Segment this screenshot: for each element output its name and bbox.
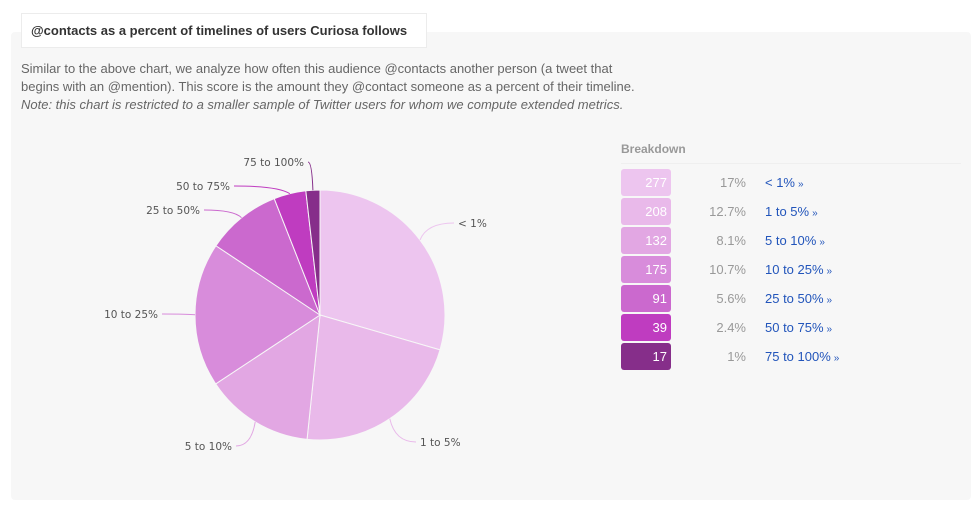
range-link[interactable]: 75 to 100%» bbox=[765, 343, 839, 372]
breakdown-row: 39 2.4% 50 to 75%» bbox=[621, 314, 961, 343]
range-label: < 1% bbox=[765, 175, 795, 190]
range-link[interactable]: 10 to 25%» bbox=[765, 256, 832, 285]
pie-slice-label: 25 to 50% bbox=[146, 205, 200, 217]
leader-line bbox=[419, 222, 455, 241]
range-label: 10 to 25% bbox=[765, 262, 824, 277]
pie-slice[interactable] bbox=[215, 198, 322, 317]
pie-slice[interactable] bbox=[215, 313, 321, 440]
raquo-icon: » bbox=[826, 295, 833, 306]
pie-slice-label: < 1% bbox=[458, 218, 487, 230]
raquo-icon: » bbox=[826, 266, 833, 277]
percent-value: 8.1% bbox=[716, 233, 746, 248]
range-label: 50 to 75% bbox=[765, 320, 824, 335]
raquo-icon: » bbox=[826, 324, 833, 335]
pie-slice-label: 5 to 10% bbox=[185, 441, 232, 453]
raquo-icon: » bbox=[798, 179, 804, 190]
leader-line bbox=[203, 209, 242, 219]
leader-line bbox=[235, 421, 256, 447]
leader-line bbox=[233, 185, 291, 195]
pie-slice-label: 1 to 5% bbox=[420, 437, 461, 449]
range-label: 25 to 50% bbox=[765, 291, 824, 306]
leader-line bbox=[389, 418, 417, 443]
percent-value: 2.4% bbox=[716, 320, 746, 335]
range-link[interactable]: 1 to 5%» bbox=[765, 198, 818, 227]
range-link[interactable]: 25 to 50%» bbox=[765, 285, 832, 314]
range-label: 75 to 100% bbox=[765, 349, 831, 364]
pie-slice[interactable] bbox=[319, 189, 446, 351]
range-link[interactable]: 5 to 10%» bbox=[765, 227, 825, 256]
breakdown-row: 91 5.6% 25 to 50%» bbox=[621, 285, 961, 314]
pie-slices bbox=[194, 189, 446, 441]
pie-slice[interactable] bbox=[306, 314, 441, 441]
range-label: 5 to 10% bbox=[765, 233, 817, 248]
breakdown-row: 175 10.7% 10 to 25%» bbox=[621, 256, 961, 285]
description-note: Note: this chart is restricted to a smal… bbox=[21, 97, 624, 112]
percent-value: 1% bbox=[727, 349, 746, 364]
breakdown-row: 277 17% < 1%» bbox=[621, 169, 961, 198]
percent-value: 5.6% bbox=[716, 291, 746, 306]
pie-slice-label: 50 to 75% bbox=[176, 181, 230, 193]
breakdown-title: Breakdown bbox=[621, 142, 961, 164]
percent-value: 17% bbox=[719, 175, 746, 190]
leader-line bbox=[307, 161, 314, 191]
range-link[interactable]: < 1%» bbox=[765, 169, 804, 198]
pie-labels: < 1% 1 to 5% 5 to 10% 10 to 25% 25 to 50% 50 … bbox=[104, 157, 487, 453]
count-swatch: 175 bbox=[621, 256, 671, 283]
card-title: @contacts as a percent of timelines of u… bbox=[21, 13, 427, 48]
pie-slice[interactable] bbox=[305, 189, 321, 316]
breakdown-row: 17 1% 75 to 100%» bbox=[621, 343, 961, 372]
breakdown-row: 132 8.1% 5 to 10%» bbox=[621, 227, 961, 256]
count-swatch: 17 bbox=[621, 343, 671, 370]
range-link[interactable]: 50 to 75%» bbox=[765, 314, 832, 343]
raquo-icon: » bbox=[833, 353, 840, 364]
range-label: 1 to 5% bbox=[765, 204, 810, 219]
pie-slice-label: 75 to 100% bbox=[243, 157, 304, 169]
percent-value: 10.7% bbox=[709, 262, 746, 277]
raquo-icon: » bbox=[812, 208, 818, 219]
chart-card-panel bbox=[11, 32, 971, 500]
count-swatch: 277 bbox=[621, 169, 671, 196]
count-swatch: 39 bbox=[621, 314, 671, 341]
raquo-icon: » bbox=[819, 237, 825, 248]
count-swatch: 208 bbox=[621, 198, 671, 225]
count-swatch: 132 bbox=[621, 227, 671, 254]
pie-slice-label: 10 to 25% bbox=[104, 309, 158, 321]
percent-value: 12.7% bbox=[709, 204, 746, 219]
breakdown-row: 208 12.7% 1 to 5%» bbox=[621, 198, 961, 227]
leader-line bbox=[161, 313, 196, 316]
breakdown-rows: 277 17% < 1%» 208 12.7% 1 to 5%» 132 8.1… bbox=[621, 169, 961, 372]
count-swatch: 91 bbox=[621, 285, 671, 312]
card-description: Similar to the above chart, we analyze h… bbox=[21, 60, 641, 114]
breakdown-legend: Breakdown 277 17% < 1%» 208 12.7% 1 to 5… bbox=[621, 142, 961, 372]
pie-leader-lines bbox=[161, 161, 455, 447]
description-text: Similar to the above chart, we analyze h… bbox=[21, 61, 635, 94]
